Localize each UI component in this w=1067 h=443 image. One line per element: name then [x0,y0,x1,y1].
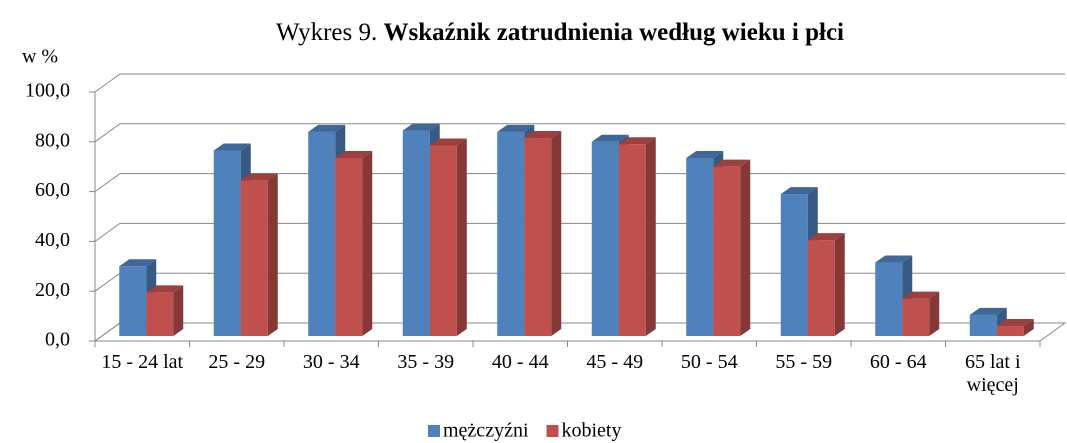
x-tick-label: 50 - 54 [680,351,738,373]
legend-swatch [546,425,559,437]
bar-front [875,262,903,336]
bar-top [524,131,562,139]
x-tick-label: 35 - 39 [397,351,455,373]
x-tick-label: 25 - 29 [208,351,266,373]
bar-top [429,138,467,146]
bar-front [524,138,552,336]
bar-top [591,134,629,142]
bar-side [267,173,278,336]
bar-front [402,130,430,336]
bar-side [929,291,940,336]
title-text: Wskaźnik zatrudnienia według wieku i płc… [384,19,845,46]
bar-side [456,138,467,336]
bar-front [780,194,808,336]
bar-top [875,255,913,263]
title-number: Wykres 9. [276,19,377,46]
x-tick-label: 60 - 64 [869,351,927,373]
bar-side [173,285,184,336]
legend-swatch [428,425,440,437]
bar-top [119,259,157,267]
bar-top [902,291,940,299]
y-axis-label: w % [22,46,58,68]
y-tick-label: 20,0 [35,279,70,301]
bar-side [1023,319,1034,336]
bar-front [686,157,714,336]
grid-line [94,123,1065,143]
bar-front [618,144,646,336]
bar-front [713,166,741,336]
y-tick-label: 40,0 [35,229,70,251]
x-tick-label: 30 - 34 [302,351,360,373]
bar-top [213,143,251,151]
bar-top [780,187,818,195]
y-tick-label: 100,0 [25,80,70,102]
x-tick-label: 40 - 44 [491,351,549,373]
chart-title: Wykres 9. Wskaźnik zatrudnienia według w… [276,19,844,46]
bar-side [551,131,562,336]
bar-front [308,131,336,336]
bar-front [119,266,147,336]
bar-side [362,150,373,336]
bar-front [240,180,268,336]
bar-top [497,124,535,132]
bar-top [240,173,278,181]
bar-front [902,298,930,336]
x-tick-label: 45 - 49 [586,351,644,373]
bar-front [429,145,457,336]
bar-side [834,233,845,336]
bar-front [146,292,174,336]
bar-top [969,307,1007,315]
bar-front [807,240,835,336]
bar-front [591,141,619,336]
bar-top [713,159,751,167]
bar-top [308,124,346,132]
bar-top [996,319,1034,327]
bar-side [645,137,656,336]
bar-top [618,137,656,145]
bar-top [146,285,184,293]
bar-side [740,159,751,336]
bar-top [402,123,440,131]
bar-top [335,150,373,158]
bar-top [807,233,845,241]
bar-front [996,326,1024,336]
legend-label: mężczyźni [443,420,529,442]
y-tick-label: 80,0 [35,129,70,151]
y-tick-label: 60,0 [35,179,70,201]
grid-line [94,73,1065,93]
x-tick-label: 55 - 59 [775,351,833,373]
bar-front [213,150,241,336]
y-tick-label: 0,0 [45,329,70,351]
legend-label: kobiety [562,420,622,442]
bar-front [969,314,997,336]
x-tick-label: 15 - 24 lat [101,351,184,373]
bar-front [335,157,363,336]
bar-top [686,150,724,158]
bar-front [497,131,525,336]
x-tick-label: 65 lat i więcej [964,351,1021,396]
